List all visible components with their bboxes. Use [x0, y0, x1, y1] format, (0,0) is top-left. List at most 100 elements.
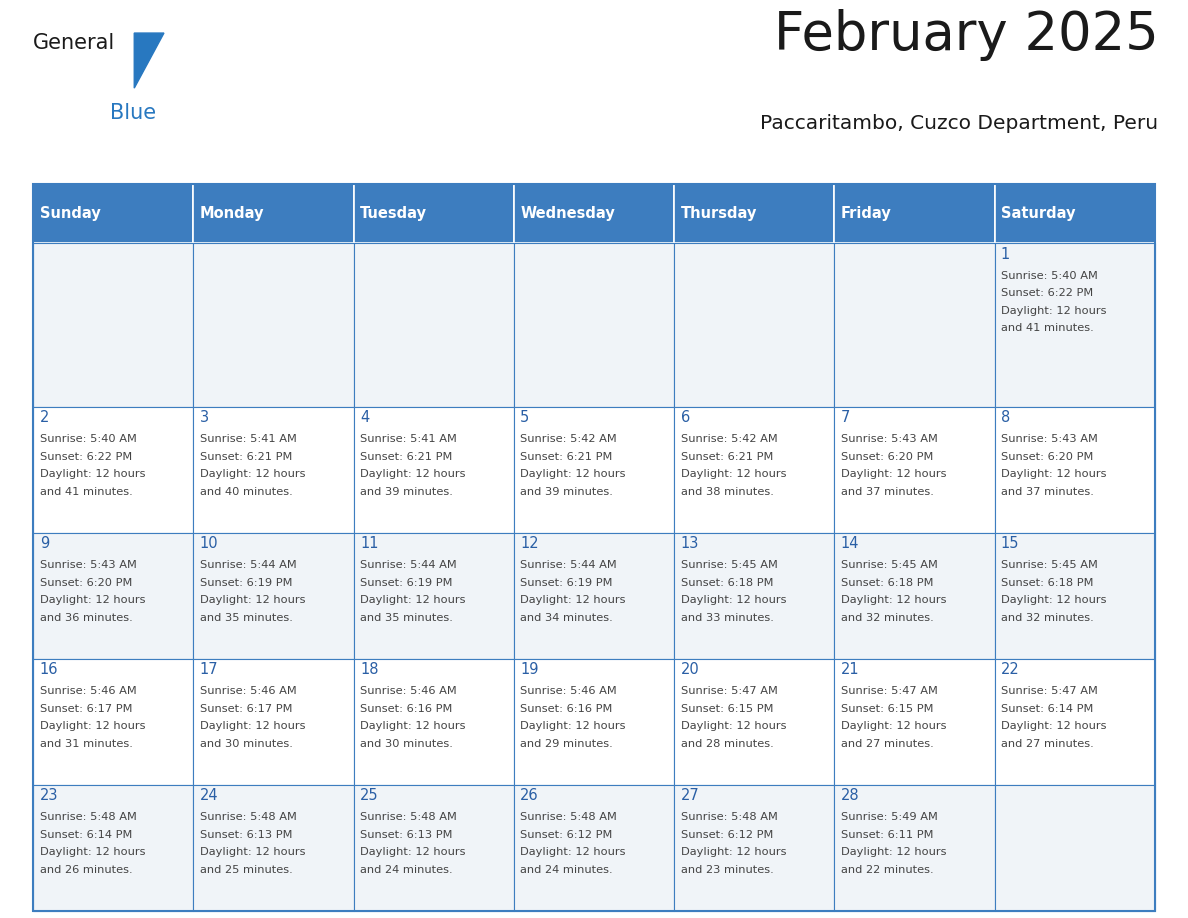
Text: and 39 minutes.: and 39 minutes. [520, 487, 613, 497]
Bar [834, 184, 994, 243]
Text: Paccaritambo, Cuzco Department, Peru: Paccaritambo, Cuzco Department, Peru [760, 114, 1158, 133]
Bar [194, 532, 354, 659]
Text: and 33 minutes.: and 33 minutes. [681, 612, 773, 622]
Text: and 39 minutes.: and 39 minutes. [360, 487, 453, 497]
Bar [674, 407, 834, 532]
Text: Daylight: 12 hours: Daylight: 12 hours [1001, 469, 1106, 479]
Text: General: General [33, 33, 115, 53]
Text: Daylight: 12 hours: Daylight: 12 hours [841, 469, 946, 479]
Text: 27: 27 [681, 789, 700, 803]
Bar [834, 407, 994, 532]
Text: 11: 11 [360, 536, 379, 552]
Text: 28: 28 [841, 789, 859, 803]
Text: Sunrise: 5:44 AM: Sunrise: 5:44 AM [200, 560, 297, 570]
Text: and 41 minutes.: and 41 minutes. [1001, 323, 1094, 333]
Bar [354, 785, 514, 911]
Text: Daylight: 12 hours: Daylight: 12 hours [681, 847, 786, 857]
Text: Sunrise: 5:45 AM: Sunrise: 5:45 AM [1001, 560, 1098, 570]
Text: Sunrise: 5:45 AM: Sunrise: 5:45 AM [841, 560, 937, 570]
Bar [33, 407, 194, 532]
Text: Sunset: 6:20 PM: Sunset: 6:20 PM [1001, 452, 1093, 462]
Text: Sunrise: 5:44 AM: Sunrise: 5:44 AM [360, 560, 457, 570]
Bar [834, 532, 994, 659]
Text: Daylight: 12 hours: Daylight: 12 hours [360, 847, 466, 857]
Text: and 30 minutes.: and 30 minutes. [360, 739, 453, 748]
Text: and 40 minutes.: and 40 minutes. [200, 487, 292, 497]
Bar [674, 785, 834, 911]
Text: Sunrise: 5:49 AM: Sunrise: 5:49 AM [841, 812, 937, 823]
Text: Sunrise: 5:40 AM: Sunrise: 5:40 AM [1001, 271, 1098, 281]
Text: Daylight: 12 hours: Daylight: 12 hours [200, 595, 305, 605]
Text: Daylight: 12 hours: Daylight: 12 hours [841, 722, 946, 731]
Text: 22: 22 [1001, 663, 1019, 677]
Text: Saturday: Saturday [1001, 206, 1075, 221]
Bar [33, 243, 194, 407]
Text: and 32 minutes.: and 32 minutes. [841, 612, 934, 622]
Text: 12: 12 [520, 536, 539, 552]
Text: Sunset: 6:16 PM: Sunset: 6:16 PM [520, 704, 613, 713]
Text: Wednesday: Wednesday [520, 206, 615, 221]
Text: and 37 minutes.: and 37 minutes. [1001, 487, 1094, 497]
Text: Sunday: Sunday [39, 206, 101, 221]
Text: Sunset: 6:21 PM: Sunset: 6:21 PM [360, 452, 453, 462]
Bar [33, 785, 194, 911]
Bar [354, 532, 514, 659]
Text: Daylight: 12 hours: Daylight: 12 hours [200, 847, 305, 857]
Text: Sunset: 6:15 PM: Sunset: 6:15 PM [681, 704, 773, 713]
Text: Sunset: 6:19 PM: Sunset: 6:19 PM [360, 577, 453, 588]
Text: and 37 minutes.: and 37 minutes. [841, 487, 934, 497]
Text: Sunset: 6:19 PM: Sunset: 6:19 PM [200, 577, 292, 588]
Bar [994, 532, 1155, 659]
Text: Daylight: 12 hours: Daylight: 12 hours [681, 595, 786, 605]
Bar [354, 184, 514, 243]
Text: Sunset: 6:18 PM: Sunset: 6:18 PM [841, 577, 934, 588]
Text: Sunrise: 5:48 AM: Sunrise: 5:48 AM [200, 812, 297, 823]
Text: and 23 minutes.: and 23 minutes. [681, 865, 773, 875]
Bar [514, 184, 674, 243]
Text: Sunset: 6:11 PM: Sunset: 6:11 PM [841, 830, 934, 840]
Polygon shape [134, 33, 164, 88]
Text: and 24 minutes.: and 24 minutes. [520, 865, 613, 875]
Bar [33, 532, 194, 659]
Text: Sunrise: 5:48 AM: Sunrise: 5:48 AM [360, 812, 457, 823]
Text: Sunrise: 5:41 AM: Sunrise: 5:41 AM [360, 434, 457, 444]
Text: 20: 20 [681, 663, 700, 677]
Text: and 41 minutes.: and 41 minutes. [39, 487, 132, 497]
Text: Sunrise: 5:45 AM: Sunrise: 5:45 AM [681, 560, 777, 570]
Text: 2: 2 [39, 410, 49, 425]
Text: Sunrise: 5:42 AM: Sunrise: 5:42 AM [520, 434, 617, 444]
Text: and 29 minutes.: and 29 minutes. [520, 739, 613, 748]
Text: Sunrise: 5:46 AM: Sunrise: 5:46 AM [200, 687, 297, 696]
Text: Sunset: 6:14 PM: Sunset: 6:14 PM [1001, 704, 1093, 713]
Text: Sunrise: 5:40 AM: Sunrise: 5:40 AM [39, 434, 137, 444]
Text: and 27 minutes.: and 27 minutes. [841, 739, 934, 748]
Bar [994, 659, 1155, 785]
Text: Sunset: 6:20 PM: Sunset: 6:20 PM [841, 452, 933, 462]
Text: Daylight: 12 hours: Daylight: 12 hours [520, 722, 626, 731]
Text: Sunrise: 5:42 AM: Sunrise: 5:42 AM [681, 434, 777, 444]
Bar [194, 785, 354, 911]
Text: 21: 21 [841, 663, 859, 677]
Text: 16: 16 [39, 663, 58, 677]
Bar [834, 659, 994, 785]
Text: Sunrise: 5:43 AM: Sunrise: 5:43 AM [841, 434, 937, 444]
Text: Daylight: 12 hours: Daylight: 12 hours [360, 595, 466, 605]
Bar [834, 785, 994, 911]
Bar [514, 532, 674, 659]
Text: Sunset: 6:22 PM: Sunset: 6:22 PM [1001, 288, 1093, 298]
Text: Daylight: 12 hours: Daylight: 12 hours [841, 847, 946, 857]
Bar [514, 407, 674, 532]
Text: Sunrise: 5:46 AM: Sunrise: 5:46 AM [39, 687, 137, 696]
Bar [674, 184, 834, 243]
Text: Daylight: 12 hours: Daylight: 12 hours [39, 722, 145, 731]
Text: and 35 minutes.: and 35 minutes. [360, 612, 453, 622]
Bar [834, 243, 994, 407]
Bar [194, 659, 354, 785]
Text: Daylight: 12 hours: Daylight: 12 hours [681, 469, 786, 479]
Bar [33, 184, 194, 243]
Text: Daylight: 12 hours: Daylight: 12 hours [841, 595, 946, 605]
Text: Sunset: 6:21 PM: Sunset: 6:21 PM [200, 452, 292, 462]
Text: Sunset: 6:21 PM: Sunset: 6:21 PM [520, 452, 613, 462]
Text: Daylight: 12 hours: Daylight: 12 hours [39, 469, 145, 479]
Text: Daylight: 12 hours: Daylight: 12 hours [520, 469, 626, 479]
